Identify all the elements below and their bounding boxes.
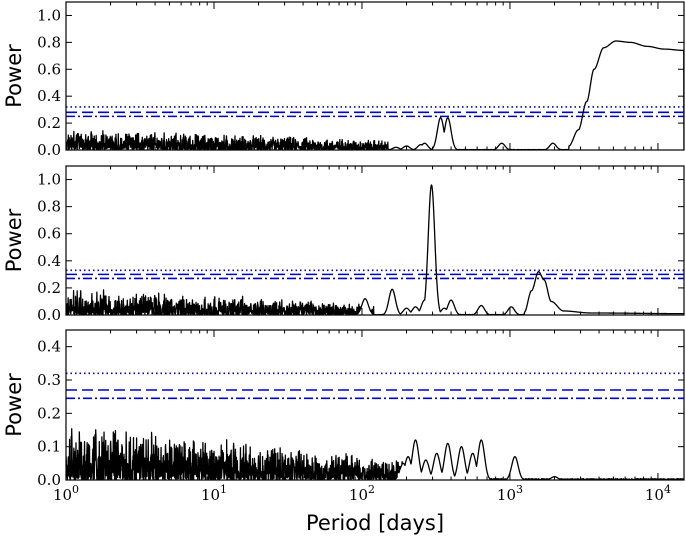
panel-3: 0.0 0.1 0.2 0.3 0.4 100 101 102 103 104 Power [2,329,685,504]
y-tick-label: 0.0 [37,141,61,159]
y-tick-label: 0.6 [37,225,61,243]
x-tick-label: 103 [497,483,523,504]
y-tick-label: 0.4 [37,87,61,105]
y-axis-label: Power [2,373,26,437]
y-tick-label: 0.3 [37,371,61,389]
x-tick-label: 102 [349,483,375,504]
y-axis-label: Power [2,44,26,108]
x-axis-label: Period [days] [306,511,444,535]
y-tick-label: 0.4 [37,338,61,356]
panel-2: 0.0 0.2 0.4 0.6 0.8 1.0 Power [2,165,685,324]
power-series-line [66,184,684,315]
plot-frame [65,1,685,151]
y-tick-label: 0.2 [37,114,61,132]
plot-frame [65,165,685,316]
y-tick-label: 0.2 [37,404,61,422]
panel-1: 0.0 0.2 0.4 0.6 0.8 1.0 Power [2,1,685,159]
power-series-line [66,40,684,150]
y-tick-label: 0.1 [37,438,61,456]
y-tick-label: 1.0 [37,6,61,24]
x-tick-label: 104 [645,483,671,504]
y-tick-label: 0.6 [37,60,61,78]
y-tick-label: 0.8 [37,33,61,51]
y-tick-label: 0.0 [37,471,61,489]
y-tick-label: 0.2 [37,279,61,297]
y-tick-label: 0.8 [37,198,61,216]
power-series-line [66,428,684,480]
y-tick-label: 0.4 [37,252,61,270]
y-tick-label: 1.0 [37,171,61,189]
y-axis-label: Power [2,208,26,272]
y-tick-label: 0.0 [37,306,61,324]
x-tick-label: 100 [53,483,79,504]
plot-frame [65,329,685,481]
x-tick-label: 101 [201,483,227,504]
